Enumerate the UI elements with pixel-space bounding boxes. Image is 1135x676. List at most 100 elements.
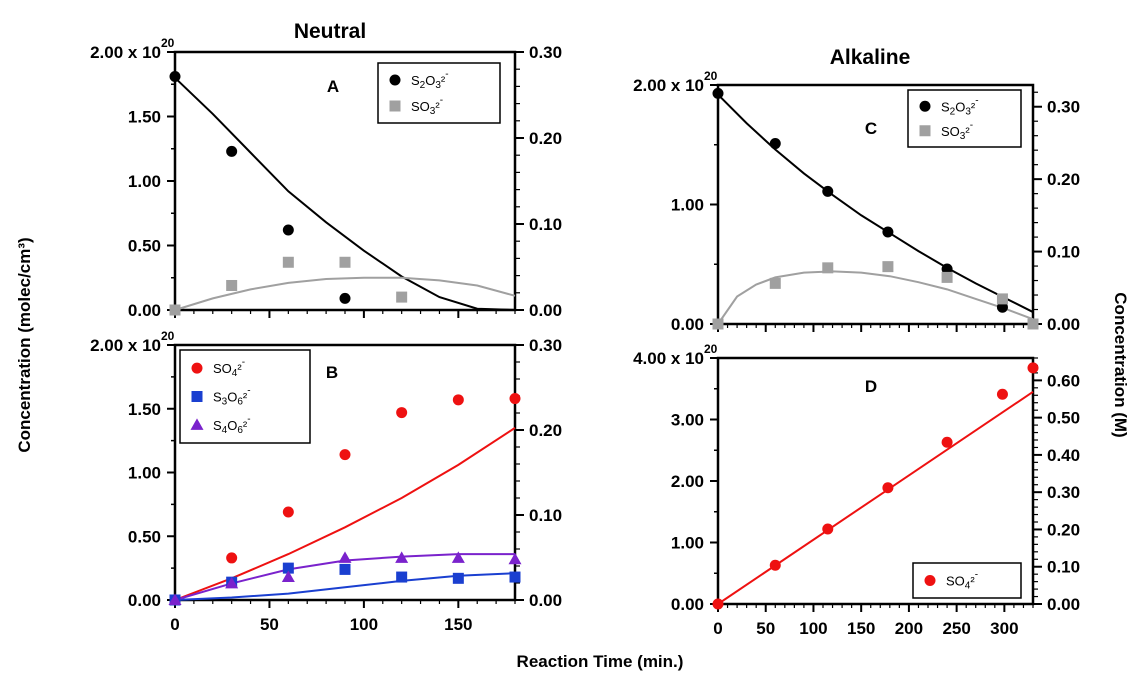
data-point [168,593,182,605]
title-neutral: Neutral [294,20,366,43]
legend-marker [191,362,203,374]
y2-tick-label: 0.10 [529,215,562,234]
data-point [941,271,953,283]
y-tick-label: 1.50 [128,400,161,419]
data-point [509,393,521,405]
panel-letter: D [865,377,877,396]
y-tick-exponent: 20 [161,36,175,50]
x-tick-label: 250 [942,619,970,638]
y-tick-label: 1.00 [128,172,161,191]
y2-tick-label: 0.20 [1047,170,1080,189]
x-axis-label: Reaction Time (min.) [517,652,684,671]
data-point [226,279,238,291]
data-point [226,145,238,157]
data-point [396,571,408,583]
x-tick-label: 100 [799,619,827,638]
data-point [509,571,521,583]
data-point [395,551,409,563]
data-point [769,277,781,289]
legend: SO4²- S3O6²- S4O6²- [179,349,311,444]
data-point [1027,318,1039,330]
legend: SO4²- [912,562,1022,599]
x-tick-label: 0 [713,619,722,638]
x-tick-label: 50 [260,615,279,634]
data-point [769,559,781,571]
y-tick-label: 2.00 x 10 [90,336,161,355]
data-point [882,226,894,238]
panel-letter: A [327,77,339,96]
y2-tick-label: 0.30 [1047,98,1080,117]
y-tick-label: 0.00 [128,591,161,610]
y2-tick-label: 0.30 [529,336,562,355]
data-point [941,263,953,275]
y-tick-label: 4.00 x 10 [633,349,704,368]
legend-label: SO4²- [213,357,245,379]
data-point [822,262,834,274]
fit-curve [717,390,1034,605]
data-point [452,572,464,584]
legend-label: S3O6²- [213,386,251,408]
data-point [822,185,834,197]
data-point [339,292,351,304]
data-point [396,407,408,419]
x-tick-label: 0 [170,615,179,634]
y-tick-label: 1.00 [671,534,704,553]
fit-curve [174,572,516,601]
y2-tick-label: 0.10 [1047,558,1080,577]
data-point [282,506,294,518]
data-point [339,256,351,268]
y-axis-label-right: Concentration (M) [1111,292,1130,437]
x-tick-label: 150 [444,615,472,634]
legend-marker [919,125,931,137]
legend-label: S2O3²- [411,69,449,91]
data-point [226,552,238,564]
data-point [996,301,1008,313]
y-tick-label: 1.00 [128,464,161,483]
y-tick-label: 2.00 [671,472,704,491]
data-point [996,388,1008,400]
legend-marker [389,74,401,86]
legend-label: SO3²- [941,120,973,142]
legend: S2O3²- SO3²- [377,62,501,124]
y2-tick-label: 0.00 [1047,315,1080,334]
legend-marker [924,575,936,586]
data-point [941,436,953,448]
fit-curve [174,276,516,311]
x-tick-label: 200 [895,619,923,638]
panel-letter: B [326,363,338,382]
legend-marker [190,418,204,430]
x-tick-label: 50 [756,619,775,638]
y2-tick-label: 0.30 [1047,483,1080,502]
data-point [282,562,294,574]
data-point [451,551,465,563]
data-point [508,552,522,565]
y-tick-label: 0.00 [671,315,704,334]
panel-D: 0.00 1.00 2.00 3.00 4.00 x 10 20 0.00 0.10 0.20 0… [633,342,1080,638]
y2-tick-label: 0.10 [1047,243,1080,262]
panels: 0.000.501.001.502.00 x 10 200.000.100.200… [90,36,1080,638]
panel-A: 0.00 0.50 1.00 1.50 2.00 x 10 20 0.00 0.10 0.20 0… [90,36,562,320]
y-tick-label: 2.00 x 10 [90,43,161,62]
y2-tick-label: 0.20 [529,129,562,148]
legend-label: S2O3²- [941,95,979,117]
y-tick-exponent: 20 [704,69,718,83]
y2-tick-label: 0.00 [529,301,562,320]
legend: S2O3²- SO3²- [907,89,1022,148]
y-tick-exponent: 20 [161,329,175,343]
legend-marker [191,391,203,402]
data-point [169,304,181,316]
y2-tick-label: 0.20 [1047,520,1080,539]
x-tick-label: 300 [990,619,1018,638]
data-point [339,449,351,461]
data-point [769,138,781,150]
data-point [338,551,352,563]
y-tick-label: 0.00 [671,595,704,614]
data-point [282,224,294,236]
y2-tick-label: 0.20 [529,421,562,440]
data-point [339,563,351,575]
y2-tick-label: 0.00 [1047,595,1080,614]
data-point [396,291,408,303]
x-tick-label: 150 [847,619,875,638]
y-tick-label: 0.50 [128,237,161,256]
